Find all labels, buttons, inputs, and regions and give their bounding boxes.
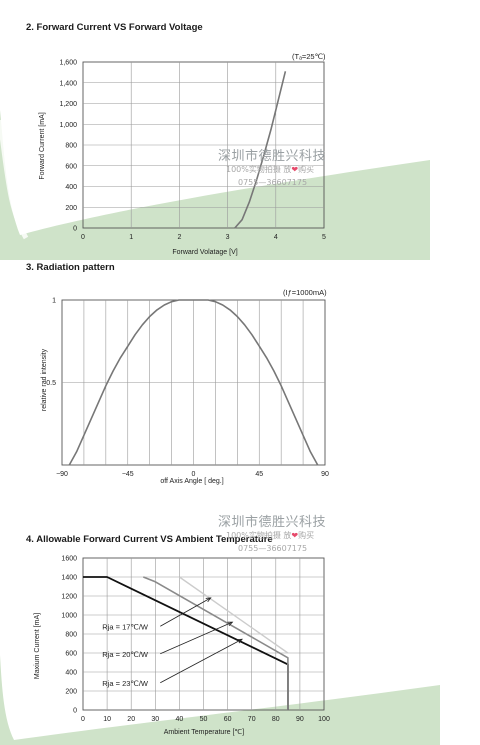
x-tick-label: −90: [56, 471, 68, 478]
x-tick-label: −45: [122, 471, 134, 478]
y-tick-label: 600: [65, 163, 77, 170]
y-tick-label: 400: [65, 670, 77, 677]
y-tick-label: 1,000: [59, 122, 77, 129]
chart3-grid: [82, 557, 325, 711]
series-line-1: [234, 71, 287, 229]
watermark-slogan-1: 100%实物拍摄 放❤购买: [226, 164, 314, 175]
chart3-xlabel: Ambient Temperature [℃]: [164, 729, 245, 736]
chart2-condition: (Iƒ=1000mA): [283, 288, 327, 297]
x-tick-label: 0: [192, 471, 196, 478]
green-swoosh-bottom: [0, 655, 440, 745]
series-line-1: [68, 299, 319, 466]
x-tick-label: 0: [81, 234, 85, 241]
watermark-phone-1: 0755—36607175: [238, 178, 308, 187]
chart2-ylabel: relative rad intensity: [41, 348, 48, 411]
watermark-company-1: 深圳市德胜兴科技: [218, 149, 327, 164]
x-tick-label: 20: [127, 716, 135, 723]
x-tick-label: 2: [177, 234, 181, 241]
annotation-arrow: [160, 638, 243, 684]
arrow-head-icon: [227, 621, 234, 627]
annotation-arrow: [160, 597, 211, 627]
legend-label-3: Rja = 23℃/W: [102, 679, 149, 688]
chart3-ylabel: Maxium Current [mA]: [34, 613, 41, 679]
allowable-current-temperature-chart: 0 10 20 30 40 50 60 70 80 90 100020040060080010001…: [34, 556, 330, 737]
x-tick-label: 80: [272, 716, 280, 723]
watermark-slogan-2: 100%实物拍摄 放❤购买: [226, 530, 314, 541]
chart3-title: 4. Allowable Forward Current VS Ambient …: [26, 534, 273, 545]
x-tick-label: 10: [103, 716, 111, 723]
y-tick-label: 0.5: [46, 380, 56, 387]
x-tick-label: 60: [224, 716, 232, 723]
arrow-head-icon: [205, 597, 212, 603]
series-line-1: [83, 576, 289, 710]
legend-label-2: Rja = 20℃/W: [102, 650, 149, 659]
x-tick-label: 45: [255, 471, 263, 478]
chart1-condition: (Tₐ=25℃): [292, 52, 326, 61]
y-tick-label: 1,200: [59, 101, 77, 108]
y-tick-label: 400: [65, 184, 77, 191]
x-tick-label: 5: [322, 234, 326, 241]
forward-current-voltage-chart: 0 1 2 3 4 502004006008001,0001,2001,4001,600 …: [39, 52, 326, 256]
arrow-head-icon: [237, 638, 243, 644]
x-tick-label: 30: [151, 716, 159, 723]
y-tick-label: 1: [52, 298, 56, 305]
chart1-title: 2. Forward Current VS Forward Voltage: [26, 22, 203, 33]
y-tick-label: 800: [65, 632, 77, 639]
x-tick-label: 0: [81, 716, 85, 723]
y-tick-label: 0: [73, 226, 77, 233]
y-tick-label: 200: [65, 205, 77, 212]
x-tick-label: 90: [321, 471, 329, 478]
chart2-grid: [61, 299, 326, 466]
chart1-ylabel: Forward Current [mA]: [39, 112, 46, 179]
watermark-slogan-suffix: 购买: [298, 165, 315, 174]
heart-icon: ❤: [291, 531, 299, 540]
x-tick-label: 1: [129, 234, 133, 241]
annotation-arrow: [160, 621, 233, 655]
x-tick-label: 90: [296, 716, 304, 723]
y-tick-label: 1600: [61, 556, 77, 563]
y-tick-label: 1,600: [59, 60, 77, 67]
y-tick-label: 1,400: [59, 80, 77, 87]
y-tick-label: 600: [65, 651, 77, 658]
y-tick-label: 1400: [61, 575, 77, 582]
x-tick-label: 100: [318, 716, 330, 723]
chart1-xlabel: Forward Volatage [V]: [172, 249, 237, 256]
watermark-phone-2: 0755—36607175: [238, 544, 308, 553]
y-tick-label: 1000: [61, 613, 77, 620]
watermark-slogan-text: 100%实物拍摄 放: [226, 165, 292, 174]
x-tick-label: 4: [274, 234, 278, 241]
green-swoosh-top: [0, 110, 430, 260]
x-tick-label: 3: [226, 234, 230, 241]
watermark-company-2: 深圳市德胜兴科技: [218, 515, 327, 530]
heart-icon: ❤: [291, 165, 299, 174]
chart2-title: 3. Radiation pattern: [26, 262, 115, 273]
y-tick-label: 800: [65, 143, 77, 150]
y-tick-label: 1200: [61, 594, 77, 601]
x-tick-label: 50: [200, 716, 208, 723]
x-tick-label: 40: [176, 716, 184, 723]
chart1-grid: [82, 61, 325, 229]
series-line-2: [143, 576, 289, 710]
watermark-slogan-suffix: 购买: [298, 531, 315, 540]
chart2-xlabel: off Axis Angle [ deg.]: [160, 478, 223, 485]
x-tick-label: 70: [248, 716, 256, 723]
y-tick-label: 0: [73, 708, 77, 715]
series-line-3: [178, 576, 289, 654]
watermark-slogan-text: 100%实物拍摄 放: [226, 531, 292, 540]
radiation-pattern-chart: −90 −45 0 45 90 0.5 1 (Iƒ=1000mA) off Axis Ang…: [41, 288, 329, 485]
y-tick-label: 200: [65, 689, 77, 696]
legend-label-1: Rja = 17℃/W: [102, 622, 149, 631]
